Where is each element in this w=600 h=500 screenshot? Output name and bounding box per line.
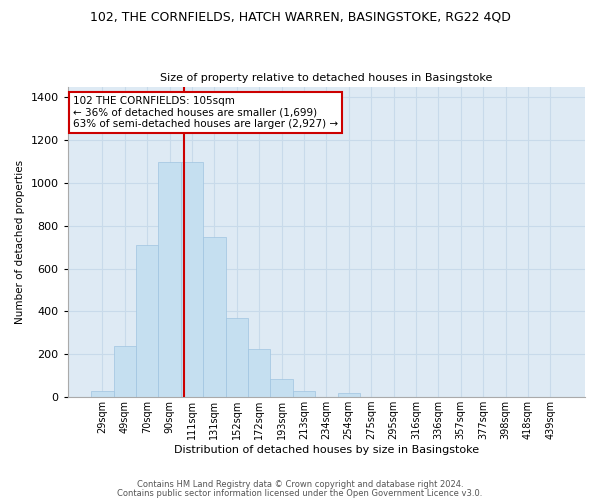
Bar <box>113 346 136 397</box>
Bar <box>226 318 248 397</box>
Bar <box>293 390 315 397</box>
Bar <box>136 245 158 397</box>
Y-axis label: Number of detached properties: Number of detached properties <box>15 160 25 324</box>
Text: Contains HM Land Registry data © Crown copyright and database right 2024.: Contains HM Land Registry data © Crown c… <box>137 480 463 489</box>
Bar <box>338 393 360 397</box>
Bar <box>158 162 181 397</box>
Text: 102 THE CORNFIELDS: 105sqm
← 36% of detached houses are smaller (1,699)
63% of s: 102 THE CORNFIELDS: 105sqm ← 36% of deta… <box>73 96 338 129</box>
Bar <box>181 162 203 397</box>
Text: 102, THE CORNFIELDS, HATCH WARREN, BASINGSTOKE, RG22 4QD: 102, THE CORNFIELDS, HATCH WARREN, BASIN… <box>89 10 511 23</box>
Bar <box>203 236 226 397</box>
Bar <box>271 379 293 397</box>
X-axis label: Distribution of detached houses by size in Basingstoke: Distribution of detached houses by size … <box>174 445 479 455</box>
Title: Size of property relative to detached houses in Basingstoke: Size of property relative to detached ho… <box>160 73 493 83</box>
Bar <box>91 390 113 397</box>
Text: Contains public sector information licensed under the Open Government Licence v3: Contains public sector information licen… <box>118 488 482 498</box>
Bar <box>248 349 271 397</box>
